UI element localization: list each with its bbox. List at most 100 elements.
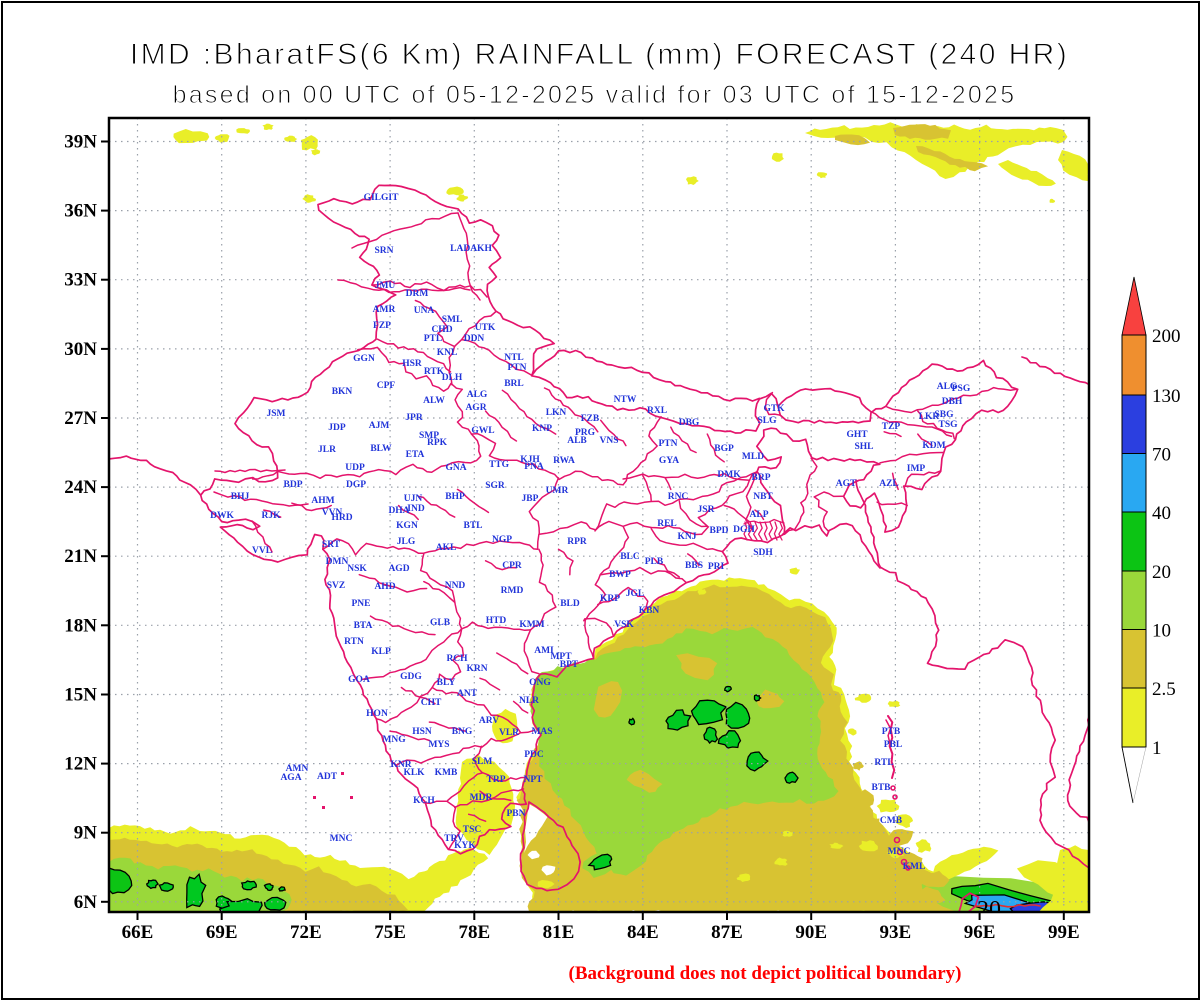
svg-text:81E: 81E: [543, 922, 575, 943]
svg-text:GWL: GWL: [471, 426, 494, 436]
svg-text:UNA: UNA: [414, 306, 435, 316]
svg-text:DGH: DGH: [733, 525, 755, 535]
svg-text:AMN: AMN: [286, 764, 309, 774]
svg-text:KMM: KMM: [519, 620, 544, 630]
svg-text:KLK: KLK: [403, 768, 425, 778]
svg-text:MPT: MPT: [550, 652, 572, 662]
svg-text:ALB: ALB: [567, 436, 587, 446]
svg-text:GOA: GOA: [348, 675, 370, 685]
svg-text:66E: 66E: [122, 922, 154, 943]
svg-text:TRV: TRV: [444, 834, 464, 844]
svg-text:27N: 27N: [64, 408, 97, 429]
svg-text:GGN: GGN: [353, 354, 375, 364]
svg-text:1: 1: [1152, 738, 1162, 759]
svg-text:20: 20: [1152, 562, 1171, 583]
svg-text:PTL: PTL: [424, 334, 442, 344]
svg-text:PTN: PTN: [659, 439, 678, 449]
svg-text:75E: 75E: [374, 922, 406, 943]
svg-text:DBG: DBG: [679, 418, 700, 428]
svg-text:HRD: HRD: [331, 513, 352, 523]
svg-text:MYS: MYS: [428, 740, 449, 750]
svg-text:BWP: BWP: [609, 570, 631, 580]
svg-text:GTK: GTK: [763, 404, 785, 414]
svg-text:BTA: BTA: [354, 621, 373, 631]
svg-text:RTL: RTL: [874, 758, 893, 768]
svg-text:HSN: HSN: [412, 727, 432, 737]
svg-text:UMR: UMR: [546, 486, 569, 496]
svg-text:12N: 12N: [64, 754, 97, 775]
svg-text:REL: REL: [657, 519, 677, 529]
svg-text:2.5: 2.5: [1152, 679, 1176, 700]
svg-text:NBT: NBT: [753, 492, 773, 502]
svg-text:21N: 21N: [64, 546, 97, 567]
svg-text:PTB: PTB: [882, 727, 901, 737]
svg-text:130: 130: [1152, 386, 1181, 407]
svg-text:ADT: ADT: [317, 772, 338, 782]
svg-text:87E: 87E: [711, 922, 743, 943]
svg-text:SRN: SRN: [374, 246, 393, 256]
svg-text:LKR: LKR: [919, 412, 940, 422]
svg-text:JDP: JDP: [328, 423, 346, 433]
svg-text:PSG: PSG: [952, 384, 971, 394]
svg-text:GDG: GDG: [400, 672, 422, 682]
svg-text:BBS: BBS: [685, 561, 703, 571]
svg-text:NND: NND: [445, 581, 466, 591]
svg-text:PBL: PBL: [884, 740, 902, 750]
svg-text:ETA: ETA: [406, 450, 425, 460]
svg-text:NSK: NSK: [347, 564, 367, 574]
svg-text:BLC: BLC: [620, 552, 640, 562]
svg-text:6N: 6N: [74, 892, 98, 913]
svg-text:AMI: AMI: [534, 646, 554, 656]
svg-text:PRI: PRI: [708, 562, 725, 572]
svg-text:AKL: AKL: [436, 543, 457, 553]
svg-text:ALG: ALG: [937, 382, 958, 392]
svg-text:RTK: RTK: [424, 367, 445, 377]
svg-text:PRG: PRG: [575, 428, 596, 438]
svg-text:MNG: MNG: [382, 735, 406, 745]
svg-text:9N: 9N: [74, 823, 98, 844]
svg-text:BTB: BTB: [871, 783, 891, 793]
svg-text:UJN: UJN: [404, 494, 423, 504]
svg-text:KRP: KRP: [600, 594, 620, 604]
svg-text:AGR: AGR: [465, 403, 486, 413]
svg-text:200: 200: [1152, 326, 1181, 347]
svg-text:DRM: DRM: [406, 289, 429, 299]
svg-text:DWK: DWK: [210, 511, 234, 521]
svg-text:VVL: VVL: [252, 546, 272, 556]
svg-text:JPR: JPR: [405, 413, 423, 423]
svg-text:MNC: MNC: [888, 847, 911, 857]
svg-text:DBH: DBH: [942, 397, 963, 407]
svg-text:CPF: CPF: [377, 381, 396, 391]
svg-text:MLD: MLD: [742, 452, 764, 462]
svg-text:SDH: SDH: [753, 548, 773, 558]
svg-text:RJK: RJK: [262, 511, 282, 521]
svg-text:24N: 24N: [64, 477, 97, 498]
svg-text:SLM: SLM: [472, 757, 493, 767]
svg-text:BHJ: BHJ: [231, 492, 250, 502]
svg-text:KDM: KDM: [922, 441, 945, 451]
svg-text:KCH: KCH: [413, 796, 435, 806]
svg-text:PTN: PTN: [508, 363, 527, 373]
svg-text:ARV: ARV: [479, 716, 499, 726]
svg-text:DHA: DHA: [388, 506, 409, 516]
svg-text:HTD: HTD: [486, 616, 507, 626]
svg-text:HON: HON: [366, 709, 388, 719]
svg-text:BGP: BGP: [714, 444, 734, 454]
svg-text:VLR: VLR: [499, 728, 519, 738]
svg-text:BRP: BRP: [752, 473, 771, 483]
svg-text:GHT: GHT: [846, 430, 868, 440]
svg-text:MDR: MDR: [470, 793, 493, 803]
svg-text:BNG: BNG: [452, 727, 473, 737]
svg-text:TSG: TSG: [938, 420, 958, 430]
svg-text:RCH: RCH: [446, 654, 468, 664]
svg-text:BTL: BTL: [463, 521, 482, 531]
svg-text:70: 70: [1152, 445, 1171, 466]
svg-text:DDN: DDN: [464, 334, 485, 344]
svg-text:SBG: SBG: [934, 410, 954, 420]
svg-text:TZP: TZP: [882, 422, 901, 432]
svg-text:RNC: RNC: [668, 492, 689, 502]
svg-text:CHT: CHT: [421, 698, 442, 708]
svg-text:GLB: GLB: [430, 618, 451, 628]
svg-text:18N: 18N: [64, 615, 97, 636]
svg-text:TTG: TTG: [489, 460, 510, 470]
